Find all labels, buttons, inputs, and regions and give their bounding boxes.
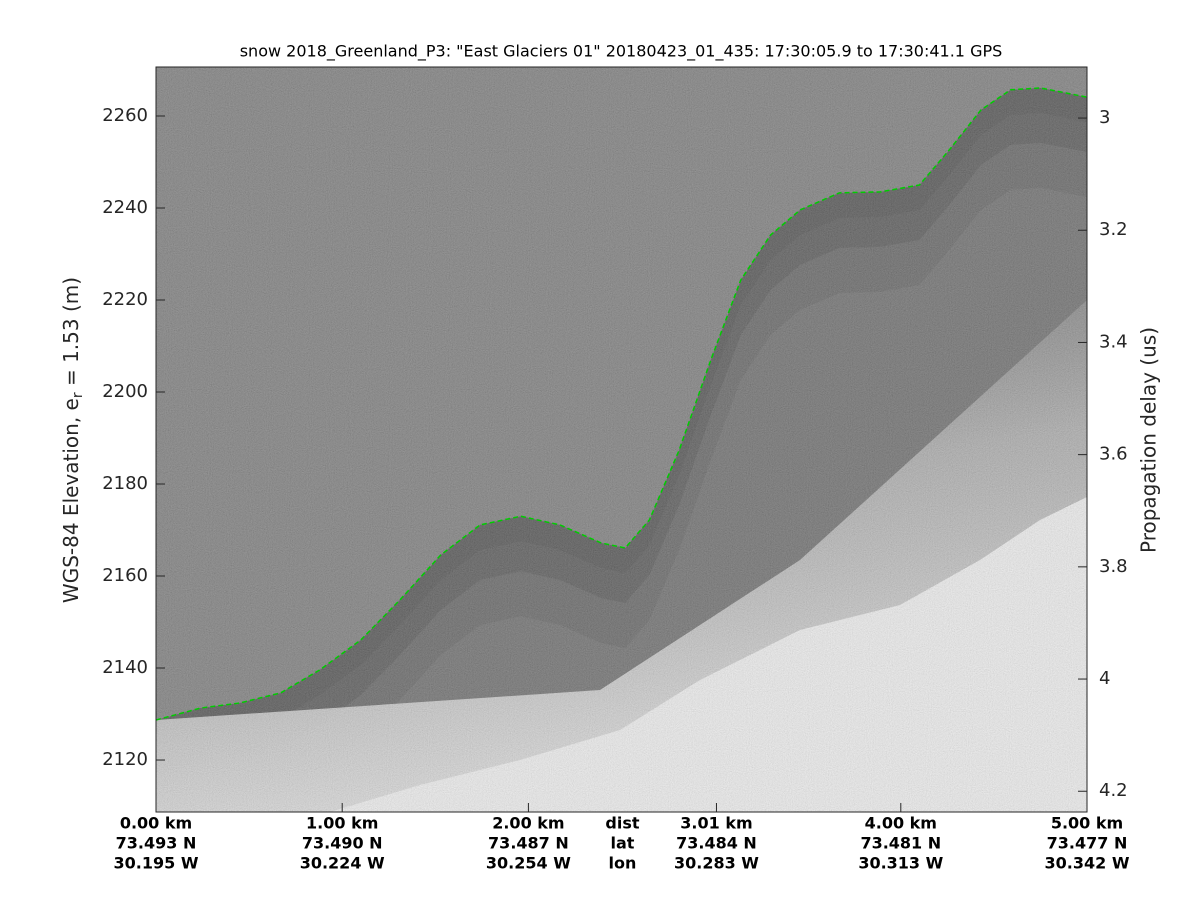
x-row-name: dist [605,814,639,833]
y-label-text: WGS-84 Elevation, e [59,398,83,603]
y2-axis-label: Propagation delay (us) [1137,327,1161,553]
x-tick-lat: 73.490 N [302,834,383,853]
x-tick-label: 2.00 km [492,814,564,833]
y-tick-label: 2120 [102,749,148,770]
y-tick-label: 2160 [102,565,148,586]
y-axis-label: WGS-84 Elevation, er = 1.53 (m) [59,277,87,603]
plot-frame [155,66,1088,813]
x-tick-lat: 73.487 N [488,834,569,853]
x-tick-lat: 73.481 N [860,834,941,853]
y-label-suffix: = 1.53 (m) [59,277,83,392]
echogram [156,67,1087,812]
x-tick-lat: 73.477 N [1047,834,1128,853]
x-row-name: lat [610,834,634,853]
y-tick-label: 2200 [102,381,148,402]
y2-tick-label: 4.2 [1099,780,1128,801]
y-label-sub: r [70,392,86,398]
axes: 2120 2140 2160 2180 2200 2220 2240 2260 3 3.2 3.4 3… [102,66,1130,873]
x-tick-lon: 30.313 W [858,854,943,873]
y2-tick-label: 3.2 [1099,219,1128,240]
x-tick-lon: 30.224 W [300,854,385,873]
x-tick-label: 3.01 km [680,814,752,833]
y-tick-label: 2220 [102,289,148,310]
x-tick-lon: 30.283 W [674,854,759,873]
y2-tick-label: 3.8 [1099,556,1128,577]
y-tick-label: 2140 [102,657,148,678]
y-tick-label: 2180 [102,473,148,494]
noise [156,67,1087,812]
surface-line [156,87,1087,721]
x-tick-label: 0.00 km [120,814,192,833]
x-tick-lon: 30.195 W [114,854,199,873]
x-tick-lat: 73.484 N [676,834,757,853]
y-tick-label: 2240 [102,197,148,218]
x-tick-label: 5.00 km [1051,814,1123,833]
y2-tick-label: 3 [1099,107,1110,128]
y2-tick-label: 3.4 [1099,331,1128,352]
x-tick-lat: 73.493 N [116,834,197,853]
x-tick-label: 1.00 km [306,814,378,833]
x-tick-lon: 30.254 W [486,854,571,873]
x-row-name: lon [608,854,636,873]
y2-tick-label: 4 [1099,668,1110,689]
y2-tick-label: 3.6 [1099,444,1128,465]
y-tick-label: 2260 [102,105,148,126]
x-tick-lon: 30.342 W [1045,854,1130,873]
x-tick-label: 4.00 km [865,814,937,833]
chart-title: snow 2018_Greenland_P3: "East Glaciers 0… [240,42,1003,62]
